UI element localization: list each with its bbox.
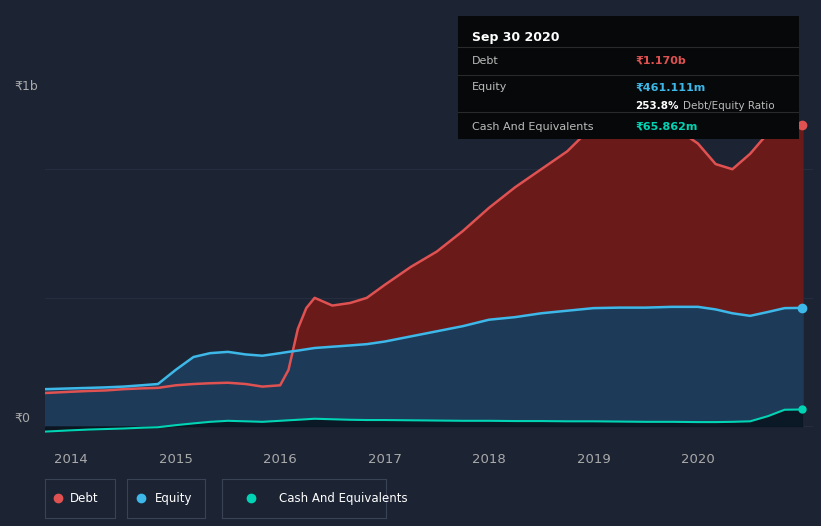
Text: ₹461.111m: ₹461.111m — [635, 83, 705, 93]
Text: Cash And Equivalents: Cash And Equivalents — [472, 122, 594, 132]
Text: Equity: Equity — [472, 83, 507, 93]
Text: Debt: Debt — [472, 56, 498, 66]
Text: 253.8%: 253.8% — [635, 101, 679, 111]
Text: ₹1b: ₹1b — [15, 80, 39, 93]
Text: ₹65.862m: ₹65.862m — [635, 122, 698, 132]
Text: Cash And Equivalents: Cash And Equivalents — [279, 492, 408, 505]
Text: Sep 30 2020: Sep 30 2020 — [472, 31, 559, 44]
Text: ₹1.170b: ₹1.170b — [635, 56, 686, 66]
Text: Equity: Equity — [154, 492, 192, 505]
Text: Debt: Debt — [70, 492, 99, 505]
Text: ₹0: ₹0 — [15, 412, 30, 424]
Text: Debt/Equity Ratio: Debt/Equity Ratio — [683, 101, 775, 111]
